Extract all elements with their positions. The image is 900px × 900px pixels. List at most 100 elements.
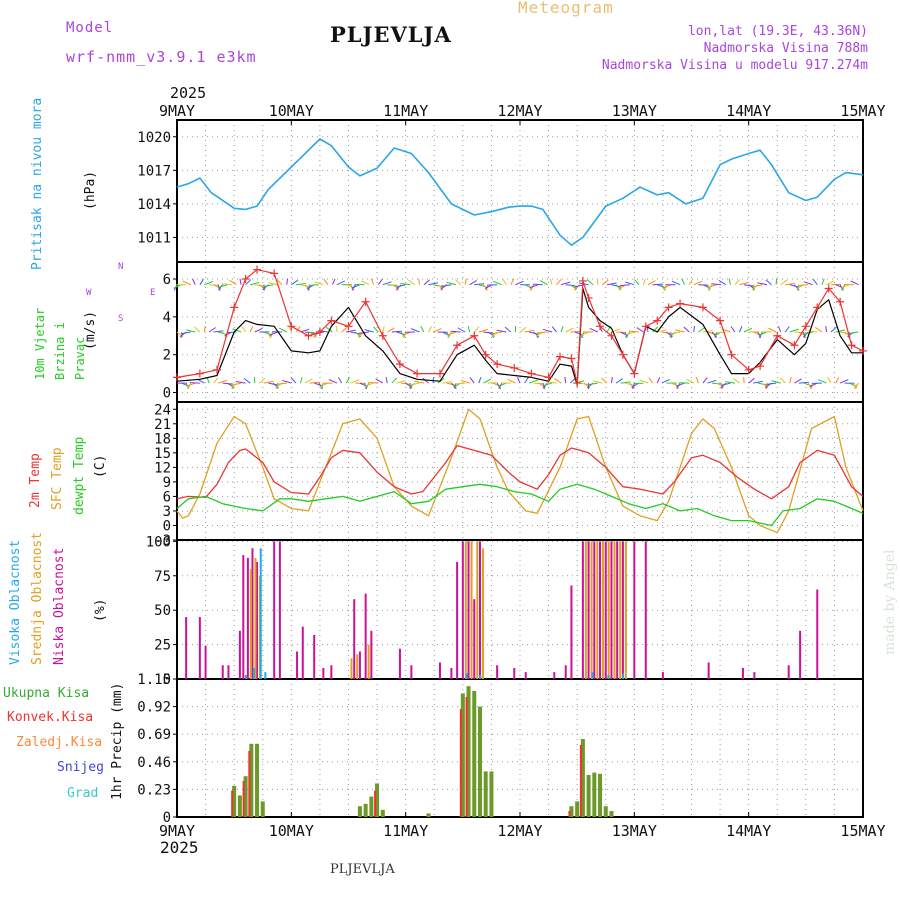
wind-gust-marker bbox=[378, 331, 387, 340]
cloud-low-legend: Niska Oblacnost bbox=[52, 547, 67, 665]
cloud-bar bbox=[438, 662, 441, 679]
cloud-bar bbox=[496, 665, 499, 679]
wind-barb bbox=[457, 327, 466, 333]
wind-barb bbox=[707, 284, 717, 288]
wind-barb bbox=[263, 284, 274, 287]
wind-barb bbox=[186, 382, 196, 387]
cloud-bar bbox=[661, 672, 664, 679]
wind-barb bbox=[586, 279, 594, 286]
wind-barb bbox=[469, 377, 475, 384]
wind-barb bbox=[328, 379, 338, 384]
wind-barb bbox=[753, 380, 763, 384]
y-tick-label: 18 bbox=[154, 431, 171, 447]
wind-barb bbox=[483, 378, 492, 384]
precip-total-bar bbox=[426, 813, 431, 817]
cloud-bar bbox=[599, 541, 602, 679]
precip-total-bar bbox=[580, 739, 585, 817]
wind-barb bbox=[789, 376, 792, 384]
x-tick-label-top: 15MAY bbox=[840, 102, 885, 120]
cloud-bar bbox=[753, 672, 756, 679]
x-tick-label-bottom: 12MAY bbox=[497, 822, 542, 840]
cloud-bar bbox=[251, 548, 254, 679]
wind-barb bbox=[409, 383, 412, 390]
y-tick-label: 0.92 bbox=[137, 700, 171, 716]
y-tick-label: 75 bbox=[154, 569, 171, 585]
y-tick-label: 1017 bbox=[137, 163, 171, 179]
wind-barb bbox=[615, 378, 623, 384]
wind-gust-marker bbox=[470, 331, 479, 340]
wind-barb bbox=[221, 283, 232, 286]
cloud-bar bbox=[296, 651, 299, 679]
wind-barb bbox=[319, 382, 329, 388]
wind-gust-marker bbox=[698, 303, 707, 312]
wind-barb bbox=[368, 381, 379, 384]
cloud-bar bbox=[256, 562, 259, 679]
cloud-bar bbox=[602, 541, 605, 679]
wind-barb bbox=[648, 377, 654, 384]
wind-barb bbox=[588, 382, 598, 386]
wind-barb bbox=[504, 326, 512, 333]
wind-gust-marker bbox=[664, 303, 673, 312]
wind-barb bbox=[681, 278, 686, 285]
wind-barb bbox=[549, 278, 553, 285]
wind-barb bbox=[428, 282, 439, 286]
wind-barb bbox=[625, 281, 635, 286]
wind-barb bbox=[661, 284, 666, 291]
wind-barb bbox=[370, 278, 375, 285]
cloud-bar bbox=[593, 541, 596, 679]
wind-barb bbox=[496, 329, 507, 333]
compass-east: E bbox=[150, 288, 156, 298]
wind-barb bbox=[385, 376, 388, 384]
wind-gust-marker bbox=[578, 276, 587, 285]
lonlat-label: lon,lat (19.3E, 43.36N) bbox=[687, 24, 868, 39]
wind-barb bbox=[446, 382, 457, 386]
wind-barb bbox=[711, 283, 722, 286]
y-tick-label: 6 bbox=[163, 489, 171, 505]
cloud-bar bbox=[356, 654, 359, 679]
wind-barb bbox=[671, 280, 681, 286]
wind-barb bbox=[625, 382, 635, 387]
wind-barb bbox=[647, 280, 656, 286]
precip-total-bar bbox=[477, 706, 482, 817]
wind-barb bbox=[313, 331, 316, 339]
wind-barb bbox=[642, 278, 646, 285]
wind-barb bbox=[304, 378, 313, 384]
cloud-bar bbox=[473, 599, 476, 679]
wind-barb bbox=[375, 378, 384, 384]
wind-barb bbox=[290, 377, 297, 384]
cloud-bar bbox=[581, 541, 584, 679]
wind-barb bbox=[498, 382, 507, 388]
cloud-bar bbox=[330, 665, 333, 679]
wind-barb bbox=[460, 379, 470, 384]
footer-station: PLJEVLJA bbox=[330, 862, 395, 877]
y-tick-label: 24 bbox=[154, 402, 171, 418]
wind-barb bbox=[515, 280, 524, 286]
x-tick-label-bottom: 13MAY bbox=[612, 822, 657, 840]
wind-barb bbox=[537, 331, 548, 334]
wind-barb bbox=[542, 382, 546, 390]
cloud-bar bbox=[244, 674, 247, 679]
wind-barb bbox=[693, 280, 703, 286]
wind-barb bbox=[442, 381, 453, 384]
wind-barb bbox=[728, 278, 731, 285]
wind-barb bbox=[785, 282, 796, 286]
pressure-line bbox=[176, 138, 864, 246]
wind-barb bbox=[625, 331, 635, 336]
cloud-bar bbox=[450, 667, 453, 679]
precip-total-bar bbox=[380, 809, 385, 817]
wind-barb bbox=[229, 279, 237, 286]
wind-barb bbox=[263, 380, 274, 384]
y-tick-label: 2 bbox=[163, 348, 171, 364]
wind-barb bbox=[817, 379, 827, 384]
wind-barb bbox=[447, 331, 457, 336]
wind-barb bbox=[771, 380, 781, 384]
precip-total-bar bbox=[592, 772, 597, 817]
x-tick-label-bottom: 14MAY bbox=[726, 822, 771, 840]
wind-gust-marker bbox=[241, 275, 250, 284]
precip-total-bar bbox=[369, 796, 374, 817]
precip-total-bar bbox=[603, 806, 608, 817]
wind-barb bbox=[332, 278, 336, 285]
wind-barb bbox=[821, 278, 825, 285]
precip-total-bar bbox=[575, 801, 580, 817]
cloud-unit-label: (%) bbox=[93, 598, 108, 622]
